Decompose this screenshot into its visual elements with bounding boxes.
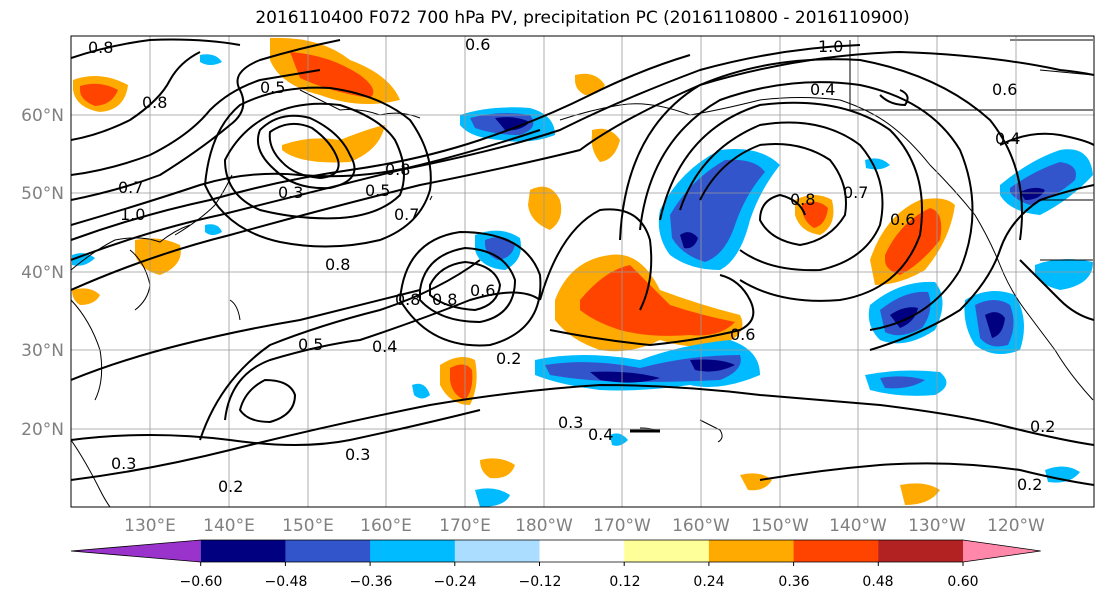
- colorbar-tick-label: 0.48: [862, 574, 893, 590]
- contour-label: 0.5: [298, 335, 323, 354]
- colorbar-segment: [878, 540, 964, 562]
- colorbar: −0.60 −0.48 −0.36 −0.24 −0.12 0.12 0.24 …: [70, 539, 1041, 590]
- latitude-labels: 60°N 50°N 40°N 30°N 20°N: [21, 106, 64, 440]
- colorbar-segment: [539, 540, 625, 562]
- map-body: 0.8 0.6 0.5 0.8 0.7 1.0 0.3 0.4 0.3 0.7 …: [71, 35, 1094, 507]
- contour-label: 0.7: [394, 205, 419, 224]
- contour-label: 0.4: [995, 129, 1020, 148]
- lat-label: 30°N: [21, 341, 64, 361]
- colorbar-segment: [200, 540, 286, 562]
- contour-label: 0.8: [395, 290, 420, 309]
- lon-label: 130°W: [908, 516, 966, 536]
- colorbar-segments: [70, 539, 1041, 566]
- colorbar-tick-label: 0.24: [693, 574, 724, 590]
- colorbar-segment: [285, 540, 371, 562]
- contour-label: 0.8: [432, 290, 457, 309]
- colorbar-tick-label: 0.60: [947, 574, 978, 590]
- contour-label: 0.3: [345, 445, 370, 464]
- contour-label: 0.8: [142, 93, 167, 112]
- contour-label: 1.0: [818, 37, 843, 56]
- contour-label: 0.8: [790, 190, 815, 209]
- contour-label: 0.7: [118, 178, 143, 197]
- lat-label: 60°N: [21, 106, 64, 126]
- lon-label: 170°E: [439, 516, 491, 536]
- colorbar-segment: [71, 540, 201, 562]
- colorbar-segment: [624, 540, 710, 562]
- contour-label: 0.2: [218, 477, 243, 496]
- contour-label: 0.4: [588, 425, 613, 444]
- colorbar-tick-label: −0.36: [350, 574, 393, 590]
- contour-label: 0.5: [260, 78, 285, 97]
- colorbar-tick-label: 0.12: [609, 574, 640, 590]
- lon-label: 130°E: [124, 516, 176, 536]
- lon-label: 180°W: [515, 516, 573, 536]
- contour-label: 0.4: [372, 337, 397, 356]
- lon-label: 160°W: [672, 516, 730, 536]
- colorbar-tick-label: −0.60: [180, 574, 223, 590]
- map-title: 2016110400 F072 700 hPa PV, precipitatio…: [255, 8, 910, 28]
- contour-label: 0.3: [111, 454, 136, 473]
- contour-label: 0.6: [465, 35, 490, 54]
- contour-label: 0.3: [278, 183, 303, 202]
- contour-label: 0.2: [1030, 417, 1055, 436]
- lat-label: 50°N: [21, 184, 64, 204]
- lon-label: 150°W: [751, 516, 809, 536]
- colorbar-segment: [708, 540, 795, 562]
- contour-label: 0.8: [385, 160, 410, 179]
- map-frame: [70, 35, 1095, 508]
- colorbar-tick-label: −0.48: [265, 574, 308, 590]
- contour-label: 0.6: [470, 281, 495, 300]
- colorbar-segment: [454, 540, 540, 562]
- contour-label: 0.6: [992, 80, 1017, 99]
- lon-label: 170°W: [593, 516, 651, 536]
- contour-label: 0.5: [365, 181, 390, 200]
- lon-label: 140°W: [829, 516, 887, 536]
- pv-contours: [71, 38, 1094, 486]
- contour-label: 1.0: [120, 205, 145, 224]
- colorbar-tick-label: −0.24: [434, 574, 477, 590]
- contour-label: 0.7: [843, 183, 868, 202]
- lat-label: 20°N: [21, 420, 64, 440]
- colorbar-segment: [370, 540, 456, 562]
- contour-label: 0.4: [810, 80, 835, 99]
- contour-label: 0.6: [890, 210, 915, 229]
- contour-label: 0.3: [558, 413, 583, 432]
- contour-label: 0.2: [496, 349, 521, 368]
- longitude-labels: 130°E 140°E 150°E 160°E 170°E 180°W 170°…: [124, 516, 1045, 536]
- lat-label: 40°N: [21, 263, 64, 283]
- lon-label: 150°E: [282, 516, 334, 536]
- contour-labels: 0.8 0.6 0.5 0.8 0.7 1.0 0.3 0.4 0.3 0.7 …: [88, 35, 1055, 496]
- contour-label: 0.8: [88, 38, 113, 57]
- lon-label: 120°W: [987, 516, 1045, 536]
- colorbar-segment: [963, 540, 1041, 562]
- contour-label: 0.6: [730, 325, 755, 344]
- contour-label: 0.8: [325, 255, 350, 274]
- colorbar-tick-label: −0.12: [519, 574, 562, 590]
- contour-label: 0.2: [1017, 475, 1042, 494]
- colorbar-segment: [793, 540, 879, 562]
- gridlines: [71, 36, 1094, 507]
- lon-label: 160°E: [360, 516, 412, 536]
- colorbar-ticks: −0.60 −0.48 −0.36 −0.24 −0.12 0.12 0.24 …: [180, 574, 979, 590]
- lon-label: 140°E: [203, 516, 255, 536]
- colorbar-tick-label: 0.36: [778, 574, 809, 590]
